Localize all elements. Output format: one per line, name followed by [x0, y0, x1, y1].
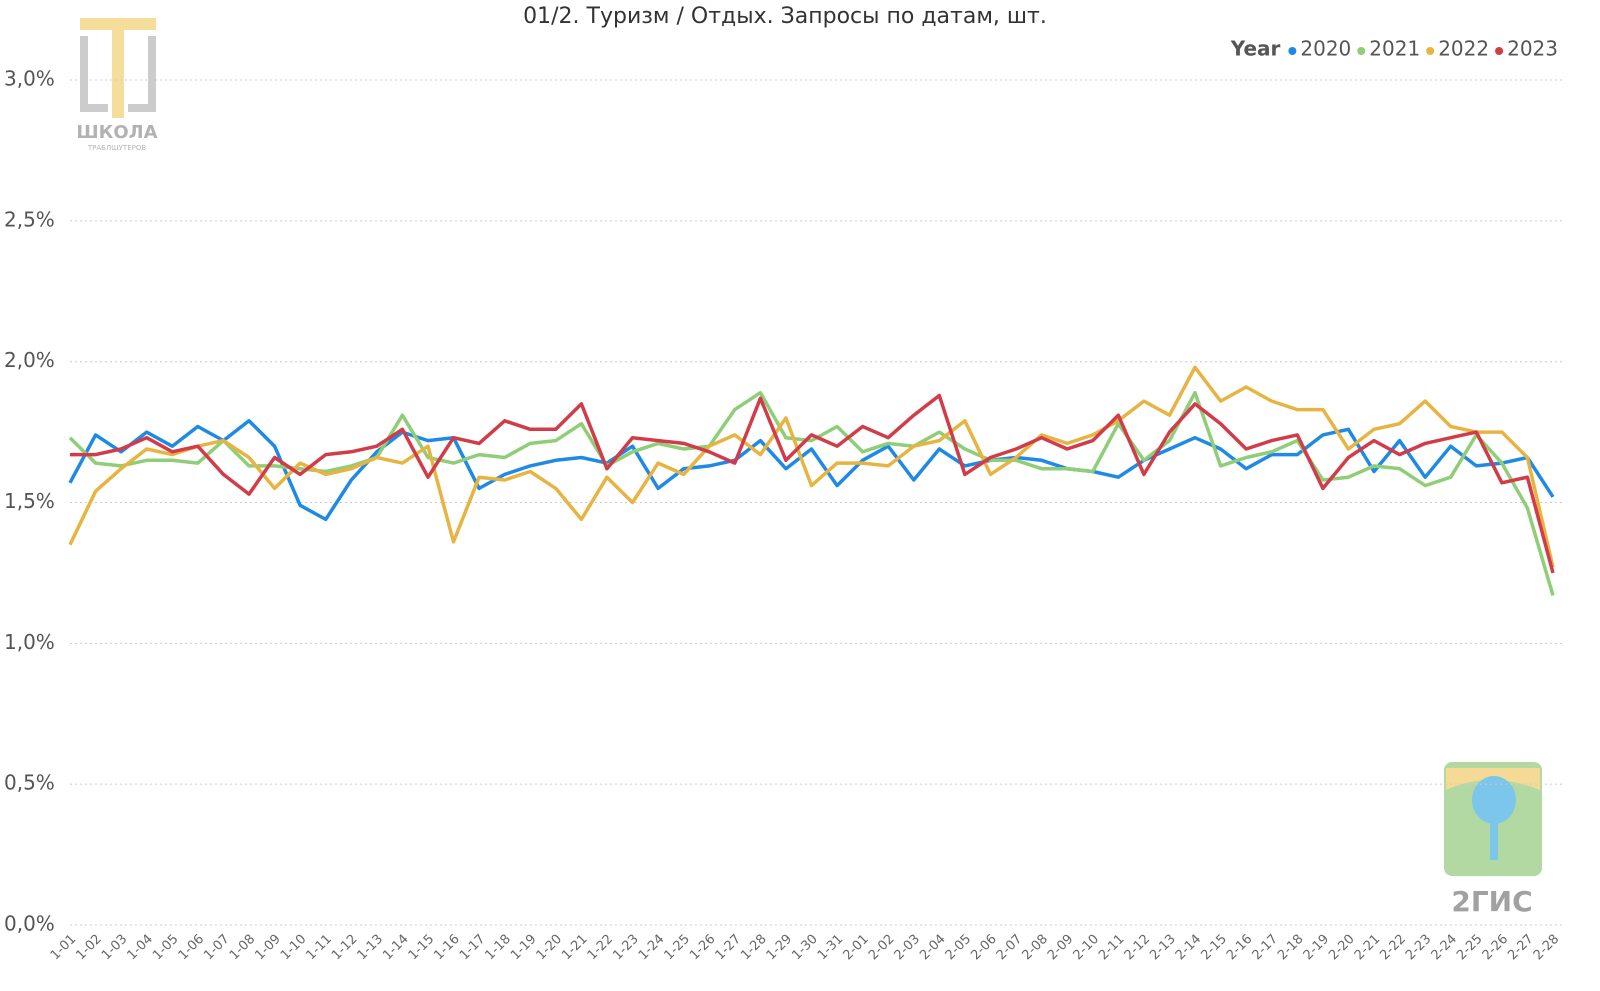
x-tick-label: 1-29	[764, 932, 795, 963]
x-tick-label: 2-16	[1224, 932, 1255, 963]
x-tick-label: 2-10	[1071, 932, 1102, 963]
legend-title: Year	[1230, 37, 1281, 61]
y-tick-label: 3,0%	[4, 67, 55, 91]
x-tick-label: 1-02	[73, 932, 104, 963]
x-tick-label: 1-27	[713, 932, 744, 963]
x-tick-label: 1-24	[636, 932, 667, 963]
x-tick-label: 1-20	[534, 932, 565, 963]
legend-marker	[1426, 47, 1435, 55]
x-tick-label: 2-03	[892, 932, 923, 963]
y-tick-label: 1,0%	[4, 630, 55, 654]
x-tick-label: 2-04	[917, 932, 948, 963]
x-tick-label: 1-10	[278, 932, 309, 963]
x-tick-label: 2-14	[1173, 932, 1204, 963]
x-tick-label: 1-16	[431, 932, 462, 963]
x-tick-label: 2-25	[1454, 932, 1485, 963]
x-tick-label: 1-12	[329, 932, 360, 963]
y-tick-label: 0,5%	[4, 771, 55, 795]
x-tick-label: 2-24	[1429, 932, 1460, 963]
x-tick-label: 2-18	[1275, 932, 1306, 963]
x-tick-label: 2-06	[968, 932, 999, 963]
legend-label: 2023	[1507, 37, 1558, 61]
x-tick-label: 1-26	[687, 932, 718, 963]
x-tick-label: 1-25	[661, 932, 692, 963]
x-tick-label: 1-03	[99, 932, 130, 963]
x-tick-label: 1-17	[457, 932, 488, 963]
x-tick-label: 1-21	[559, 932, 590, 963]
school-logo: ШКОЛА ТРАБЛШУТЕРОВ	[76, 18, 158, 152]
x-tick-label: 1-19	[508, 932, 539, 963]
x-tick-label: 1-01	[48, 932, 79, 963]
x-tick-label: 1-08	[227, 932, 258, 963]
x-tick-label: 2-22	[1377, 932, 1408, 963]
x-tick-label: 2-27	[1505, 932, 1536, 963]
x-tick-label: 2-23	[1403, 932, 1434, 963]
x-tick-label: 2-28	[1531, 932, 1562, 963]
y-tick-label: 2,0%	[4, 348, 55, 372]
x-tick-label: 1-04	[125, 932, 156, 963]
series-line	[68, 419, 1555, 522]
x-tick-label: 1-09	[252, 932, 283, 963]
legend-label: 2020	[1300, 37, 1351, 61]
x-tick-label: 1-06	[176, 932, 207, 963]
x-tick-label: 2-15	[1198, 932, 1229, 963]
x-tick-label: 1-05	[150, 932, 181, 963]
brand-logo-text: 2ГИС	[1451, 885, 1532, 918]
x-tick-label: 2-26	[1480, 932, 1511, 963]
x-tick-label: 2-01	[840, 932, 871, 963]
chart-title: 01/2. Туризм / Отдых. Запросы по датам, …	[523, 4, 1047, 29]
x-tick-label: 2-17	[1250, 932, 1281, 963]
x-tick-label: 2-19	[1301, 932, 1332, 963]
school-logo-sub: ТРАБЛШУТЕРОВ	[87, 144, 147, 152]
x-tick-label: 1-22	[585, 932, 616, 963]
series-line	[68, 365, 1555, 568]
x-tick-label: 1-14	[380, 932, 411, 963]
legend-marker	[1357, 47, 1366, 55]
legend-marker	[1495, 47, 1504, 55]
legend: 2023 2022 2021 2020 Year	[1230, 37, 1558, 61]
legend-marker	[1288, 47, 1297, 55]
x-tick-label: 2-11	[1096, 932, 1127, 963]
legend-label: 2021	[1369, 37, 1420, 61]
y-tick-label: 1,5%	[4, 489, 55, 513]
x-tick-label: 1-28	[738, 932, 769, 963]
y-tick-label: 2,5%	[4, 207, 55, 231]
x-tick-label: 1-13	[355, 932, 386, 963]
x-tick-label: 2-07	[994, 932, 1025, 963]
x-tick-label: 2-13	[1147, 932, 1178, 963]
x-tick-label: 1-07	[201, 932, 232, 963]
school-logo-name: ШКОЛА	[76, 122, 157, 143]
legend-label: 2022	[1438, 37, 1489, 61]
x-tick-label: 2-08	[1019, 932, 1050, 963]
y-tick-label: 0,0%	[4, 912, 55, 936]
x-tick-label: 2-02	[866, 932, 897, 963]
x-tick-label: 2-12	[1122, 932, 1153, 963]
x-tick-label: 1-15	[406, 932, 437, 963]
x-tick-label: 2-21	[1352, 932, 1383, 963]
series-line	[70, 393, 1555, 574]
brand-logo: 2ГИС	[1444, 762, 1542, 918]
x-tick-label: 1-31	[815, 932, 846, 963]
x-tick-label: 1-18	[482, 932, 513, 963]
x-tick-label: 2-05	[943, 932, 974, 963]
x-tick-label: 1-30	[789, 932, 820, 963]
x-tick-label: 1-11	[304, 932, 335, 963]
x-tick-label: 1-23	[610, 932, 641, 963]
x-tick-label: 2-20	[1326, 932, 1357, 963]
x-tick-label: 2-09	[1045, 932, 1076, 963]
